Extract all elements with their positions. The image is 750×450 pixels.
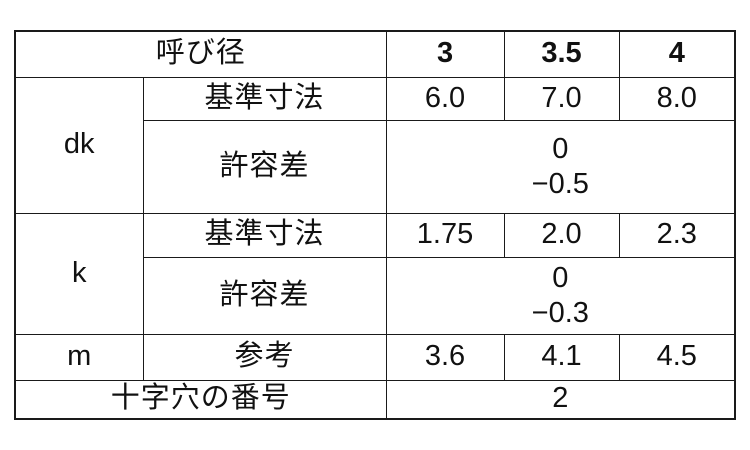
header-size-4: 4 [618, 30, 736, 78]
m-reference-label: 参考 [142, 333, 387, 381]
dk-tolerance-label: 許容差 [142, 119, 387, 214]
dk-basic-row: dk 基準寸法 6.0 7.0 8.0 [14, 76, 736, 214]
recess-number-value: 2 [385, 379, 736, 420]
m-value-3_5: 4.1 [503, 333, 620, 381]
dk-tolerance-value: 0 −0.5 [385, 119, 736, 214]
screw-dimension-table: 呼び径 3 3.5 4 dk 基準寸法 6.0 7.0 8.0 許容差 0 −0… [14, 30, 737, 420]
m-value-3: 3.6 [385, 333, 505, 381]
recess-number-label: 十字穴の番号 [14, 379, 387, 420]
dk-tolerance-upper: 0 [552, 132, 569, 165]
header-size-3: 3 [385, 30, 505, 78]
dk-basic-value-3_5: 7.0 [503, 76, 620, 121]
recess-number-row: 十字穴の番号 2 [14, 379, 736, 420]
dk-tolerance-row: 許容差 0 −0.5 [15, 119, 736, 214]
m-group-label: m [14, 333, 144, 381]
dk-basic-dimension-label: 基準寸法 [142, 76, 387, 121]
k-basic-value-4: 2.3 [618, 212, 736, 258]
dk-basic-value-4: 8.0 [618, 76, 736, 121]
k-tolerance-label: 許容差 [142, 256, 387, 335]
m-reference-row: m 参考 3.6 4.1 4.5 [14, 333, 736, 381]
dk-group-label: dk [14, 76, 144, 214]
header-size-3_5: 3.5 [503, 30, 620, 78]
header-row: 呼び径 3 3.5 4 [14, 30, 736, 78]
k-group-label: k [14, 212, 144, 335]
k-basic-row: k 基準寸法 1.75 2.0 2.3 [14, 212, 736, 335]
m-value-4: 4.5 [618, 333, 736, 381]
header-nominal-diameter-label: 呼び径 [14, 30, 387, 78]
dk-tolerance-lower: −0.5 [531, 167, 589, 200]
dk-basic-value-3: 6.0 [385, 76, 505, 121]
k-basic-value-3_5: 2.0 [503, 212, 620, 258]
k-basic-dimension-label: 基準寸法 [142, 212, 387, 258]
k-tolerance-upper: 0 [552, 261, 569, 294]
k-tolerance-value: 0 −0.3 [385, 256, 736, 335]
k-tolerance-lower: −0.3 [531, 296, 589, 329]
k-basic-value-3: 1.75 [385, 212, 505, 258]
